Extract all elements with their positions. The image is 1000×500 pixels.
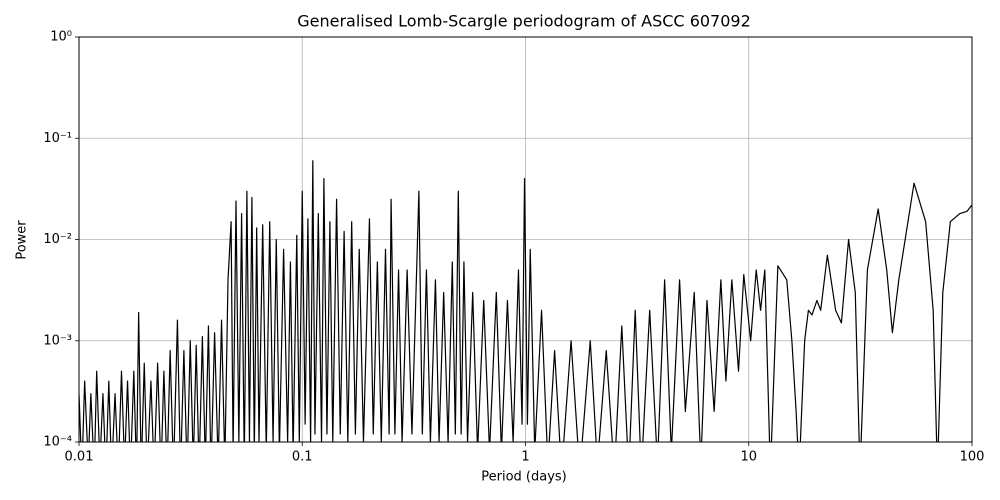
y-tick-label: 10⁻⁴ [43, 435, 72, 450]
x-tick-label: 10 [740, 450, 757, 465]
power-line [79, 160, 972, 442]
x-tick-label: 0.01 [65, 450, 94, 465]
y-tick-label: 10⁰ [50, 30, 72, 45]
plot-area [79, 160, 972, 442]
chart-title: Generalised Lomb-Scargle periodogram of … [297, 12, 751, 31]
x-axis-label: Period (days) [481, 470, 567, 485]
y-tick-label: 10⁻² [43, 232, 72, 247]
y-tick-label: 10⁻³ [43, 333, 72, 348]
ticks: 0.01 0.1 1 10 100 10⁻⁴ 10⁻³ 10⁻² 10⁻¹ 10⁰ [43, 30, 984, 465]
x-tick-label: 100 [960, 450, 985, 465]
y-axis-label: Power [15, 220, 30, 260]
x-tick-label: 1 [521, 450, 529, 465]
x-tick-label: 0.1 [292, 450, 313, 465]
y-tick-label: 10⁻¹ [43, 131, 72, 146]
